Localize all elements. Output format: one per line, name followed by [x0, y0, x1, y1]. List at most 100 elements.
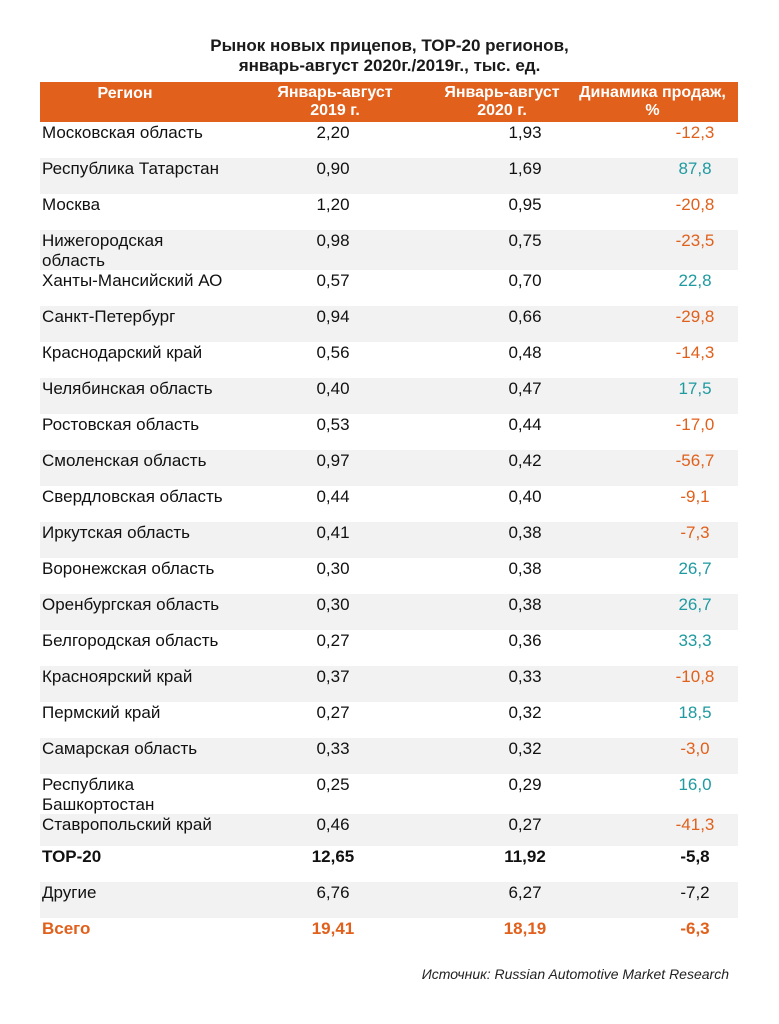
region-name: Санкт-Петербург: [42, 307, 232, 327]
title-line-1: Рынок новых прицепов, ТОР-20 регионов,: [210, 36, 569, 55]
table-row: Самарская область 0,33 0,32 -3,0: [40, 738, 738, 774]
table-row: Пермский край 0,27 0,32 18,5: [40, 702, 738, 738]
region-name: Республика Башкортостан: [42, 775, 232, 815]
table-row: Нижегородская область 0,98 0,75 -23,5: [40, 230, 738, 270]
value-2019: 0,40: [316, 379, 350, 398]
value-2020: 0,36: [508, 631, 542, 650]
top20-2019: 12,65: [311, 847, 355, 866]
region-name-line-1: Белгородская область: [42, 631, 219, 650]
region-name-line-1: Краснодарский край: [42, 343, 203, 362]
region-name: Смоленская область: [42, 451, 232, 471]
header-dynamics-line-1: Динамика продаж,: [579, 84, 726, 101]
header-2019-line-2: 2019 г.: [310, 102, 360, 119]
header-region: Регион: [97, 85, 153, 102]
header-dynamics-line-2: %: [645, 102, 660, 119]
region-name: Самарская область: [42, 739, 232, 759]
region-name-line-1: Челябинская область: [42, 379, 213, 398]
dynamics-value: 18,5: [678, 703, 712, 722]
value-2020: 0,42: [508, 451, 542, 470]
table-row: Республика Татарстан 0,90 1,69 87,8: [40, 158, 738, 194]
dynamics-value: -14,3: [675, 343, 715, 362]
dynamics-value: -3,0: [680, 739, 710, 758]
table-row: Белгородская область 0,27 0,36 33,3: [40, 630, 738, 666]
header-2020-line-2: 2020 г.: [477, 102, 527, 119]
value-2019: 0,25: [316, 775, 350, 794]
dynamics-value: -41,3: [675, 815, 715, 834]
value-2019: 0,37: [316, 667, 350, 686]
region-name-line-1: Воронежская область: [42, 559, 215, 578]
dynamics-value: 87,8: [678, 159, 712, 178]
value-2019: 0,30: [316, 559, 350, 578]
table-row: Ставропольский край 0,46 0,27 -41,3: [40, 814, 738, 846]
region-name-line-2: Башкортостан: [42, 795, 155, 814]
table-body: Московская область 2,20 1,93 -12,3 Республик…: [40, 122, 738, 846]
value-2019: 0,46: [316, 815, 350, 834]
value-2019: 0,33: [316, 739, 350, 758]
value-2019: 0,41: [316, 523, 350, 542]
dynamics-value: -17,0: [675, 415, 715, 434]
value-2020: 0,38: [508, 523, 542, 542]
value-2019: 0,98: [316, 231, 350, 250]
region-name-line-1: Иркутская область: [42, 523, 191, 542]
total-2019: 19,41: [311, 919, 355, 938]
dynamics-value: 16,0: [678, 775, 712, 794]
region-name: Республика Татарстан: [42, 159, 232, 179]
region-name-line-1: Республика: [42, 775, 135, 794]
value-2020: 0,70: [508, 271, 542, 290]
regions-table: Регион Январь-август 2019 г. Январь-авгу…: [40, 82, 738, 954]
region-name: Челябинская область: [42, 379, 232, 399]
region-name-line-1: Ставропольский край: [42, 815, 212, 834]
table-row: Москва 1,20 0,95 -20,8: [40, 194, 738, 230]
value-2020: 0,44: [508, 415, 542, 434]
table-row: Челябинская область 0,40 0,47 17,5: [40, 378, 738, 414]
value-2020: 0,75: [508, 231, 542, 250]
table-row: Ростовская область 0,53 0,44 -17,0: [40, 414, 738, 450]
value-2020: 0,29: [508, 775, 542, 794]
table-row-others: Другие 6,76 6,27 -7,2: [40, 882, 738, 918]
value-2019: 0,53: [316, 415, 350, 434]
dynamics-value: -23,5: [675, 231, 715, 250]
value-2019: 0,56: [316, 343, 350, 362]
dynamics-value: 33,3: [678, 631, 712, 650]
region-name-line-1: Санкт-Петербург: [42, 307, 176, 326]
region-name: Оренбургская область: [42, 595, 232, 615]
value-2019: 0,90: [316, 159, 350, 178]
dynamics-value: -10,8: [675, 667, 715, 686]
region-name-line-1: Ханты-Мансийский АО: [42, 271, 223, 290]
region-name: Ханты-Мансийский АО: [42, 271, 232, 291]
table-row-total: Всего 19,41 18,19 -6,3: [40, 918, 738, 954]
value-2019: 0,44: [316, 487, 350, 506]
dynamics-value: -56,7: [675, 451, 715, 470]
value-2020: 0,38: [508, 559, 542, 578]
value-2019: 0,97: [316, 451, 350, 470]
region-name: Краснодарский край: [42, 343, 232, 363]
region-name: Пермский край: [42, 703, 232, 723]
title-line-2: январь-август 2020г./2019г., тыс. ед.: [238, 56, 541, 75]
region-name-line-1: Москва: [42, 195, 101, 214]
region-name-line-1: Смоленская область: [42, 451, 207, 470]
region-name-line-1: Свердловская область: [42, 487, 223, 506]
region-name: Белгородская область: [42, 631, 232, 651]
region-name: Москва: [42, 195, 232, 215]
value-2020: 1,93: [508, 123, 542, 142]
dynamics-value: -12,3: [675, 123, 715, 142]
region-name-line-1: Оренбургская область: [42, 595, 220, 614]
value-2020: 0,38: [508, 595, 542, 614]
value-2019: 1,20: [316, 195, 350, 214]
total-region: Всего: [42, 919, 91, 938]
table-row: Иркутская область 0,41 0,38 -7,3: [40, 522, 738, 558]
table-row-top20: TOP-20 12,65 11,92 -5,8: [40, 846, 738, 882]
table-row: Ханты-Мансийский АО 0,57 0,70 22,8: [40, 270, 738, 306]
value-2020: 0,95: [508, 195, 542, 214]
total-dynamics: -6,3: [680, 919, 710, 938]
dynamics-value: -29,8: [675, 307, 715, 326]
table-row: Смоленская область 0,97 0,42 -56,7: [40, 450, 738, 486]
header-2019: Январь-август 2019 г.: [235, 84, 435, 120]
others-2020: 6,27: [508, 883, 542, 902]
table-row: Свердловская область 0,44 0,40 -9,1: [40, 486, 738, 522]
table-row: Краснодарский край 0,56 0,48 -14,3: [40, 342, 738, 378]
region-name-line-1: Московская область: [42, 123, 203, 142]
table-row: Республика Башкортостан 0,25 0,29 16,0: [40, 774, 738, 814]
value-2020: 0,48: [508, 343, 542, 362]
region-name: Красноярский край: [42, 667, 232, 687]
